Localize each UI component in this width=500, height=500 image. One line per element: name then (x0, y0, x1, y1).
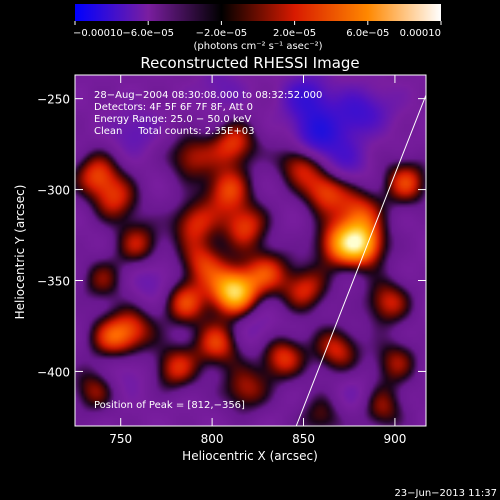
y-tick-label: −300 (37, 184, 70, 198)
plot-area (75, 75, 426, 426)
annotation-clean-counts: Clean Total counts: 2.35E+03 (94, 126, 254, 137)
x-tick-label: 750 (109, 432, 132, 446)
colorbar-tick-label: −6.0e−05 (122, 28, 174, 39)
colorbar-gradient (75, 4, 441, 21)
colorbar-tick-label: −0.00010 (73, 28, 123, 39)
y-axis-ticks: −250 −300 −350 −400 (37, 93, 426, 379)
colorbar-tick-label: 0.00010 (400, 28, 441, 39)
annotation-detectors: Detectors: 4F 5F 6F 7F 8F, Att 0 (94, 102, 253, 113)
colorbar-units-label: (photons cm⁻² s⁻¹ asec⁻²) (193, 41, 322, 52)
solar-limb-line (295, 94, 426, 426)
x-tick-label: 850 (292, 432, 315, 446)
annotation-energy-range: Energy Range: 25.0 − 50.0 keV (94, 114, 251, 125)
x-axis-ticks: 750 800 850 900 (109, 75, 406, 446)
footer-timestamp: 23−Jun−2013 11:37 (394, 488, 497, 499)
chart-title: Reconstructed RHESSI Image (140, 54, 359, 72)
y-tick-label: −350 (37, 275, 70, 289)
x-tick-label: 800 (201, 432, 224, 446)
colorbar: −0.00010 −6.0e−05 −2.0e−05 2.0e−05 6.0e−05 0.… (73, 4, 442, 52)
heatmap-image (75, 75, 426, 426)
annotation-peak-position: Position of Peak = [812,−356] (94, 400, 245, 411)
annotation-time-range: 28−Aug−2004 08:30:08.000 to 08:32:52.000 (94, 90, 322, 101)
plot-frame (74, 74, 427, 427)
colorbar-tick-label: −2.0e−05 (196, 28, 248, 39)
y-axis-label: Heliocentric Y (arcsec) (13, 185, 27, 320)
y-tick-label: −400 (37, 365, 70, 379)
colorbar-tick-label: 2.0e−05 (273, 28, 316, 39)
y-tick-label: −250 (37, 93, 70, 107)
x-tick-label: 900 (383, 432, 406, 446)
x-axis-label: Heliocentric X (arcsec) (182, 449, 318, 463)
colorbar-ticks: −0.00010 −6.0e−05 −2.0e−05 2.0e−05 6.0e−05 0.… (73, 21, 442, 39)
colorbar-tick-label: 6.0e−05 (346, 28, 389, 39)
info-annotations: 28−Aug−2004 08:30:08.000 to 08:32:52.000… (94, 90, 322, 411)
